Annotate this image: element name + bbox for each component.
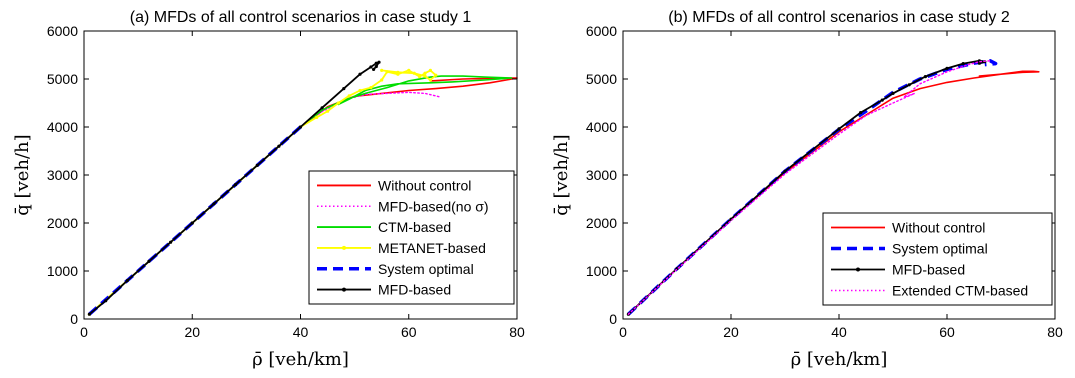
y-tick-label: 1000 bbox=[47, 263, 78, 279]
series-6-point bbox=[169, 240, 173, 244]
x-tick-label: 60 bbox=[401, 324, 417, 340]
x-axis-label: ρ̄ [veh/km] bbox=[791, 349, 888, 370]
series-6-point bbox=[255, 163, 259, 167]
y-tick-label: 1000 bbox=[586, 263, 617, 279]
series-4-point bbox=[423, 74, 427, 78]
legend-label-1: Without control bbox=[378, 177, 471, 193]
legend: Without control MFD-based(no σ) CTM-based M… bbox=[308, 170, 515, 305]
series-3-point bbox=[880, 98, 884, 102]
y-tick-label: 4000 bbox=[47, 119, 78, 135]
chart-title: (a) MFDs of all control scenarios in cas… bbox=[130, 9, 472, 26]
series-4-point bbox=[326, 109, 330, 113]
y-axis-label: q̄ [veh/h] bbox=[551, 134, 572, 215]
x-tick-label: 40 bbox=[831, 324, 847, 340]
series-6-point bbox=[104, 299, 108, 303]
series-3-point bbox=[783, 169, 787, 173]
x-tick-label: 80 bbox=[509, 324, 525, 340]
series-6-point bbox=[233, 183, 238, 187]
series-6-point bbox=[374, 61, 378, 65]
x-tick-label: 80 bbox=[1047, 324, 1063, 340]
series-line-3 bbox=[88, 75, 513, 315]
y-tick-label: 4000 bbox=[586, 119, 617, 135]
series-4-point bbox=[347, 94, 351, 98]
x-tick-label: 40 bbox=[293, 324, 309, 340]
series-3-point bbox=[923, 75, 928, 79]
series-4-point bbox=[423, 71, 427, 75]
x-tick-label: 20 bbox=[723, 324, 739, 340]
series-6-point bbox=[377, 60, 381, 64]
y-tick-label: 5000 bbox=[47, 71, 78, 87]
series-4-point bbox=[380, 68, 384, 72]
series-3-point bbox=[891, 91, 895, 95]
legend-label-2: System optimal bbox=[892, 241, 988, 257]
chart-panel-1: 0 20 40 60 80 0 1000 2000 3000 4000 5000 6000 (a) MF… bbox=[12, 9, 525, 370]
chart-title: (b) MFDs of all control scenarios in cas… bbox=[668, 9, 1010, 26]
y-tick-label: 0 bbox=[70, 311, 78, 327]
y-tick-label: 6000 bbox=[47, 23, 78, 39]
series-6-point bbox=[125, 279, 129, 283]
series-6-point bbox=[277, 144, 281, 148]
series-6-point bbox=[320, 106, 324, 110]
legend-box bbox=[308, 170, 515, 305]
x-tick-label: 0 bbox=[80, 324, 88, 340]
series-4-point bbox=[336, 101, 340, 105]
legend-label-3: MFD-based bbox=[892, 262, 965, 278]
series-6-point bbox=[212, 202, 216, 206]
series-3-point bbox=[837, 127, 841, 131]
series-6-point bbox=[369, 65, 373, 69]
series-4-point bbox=[412, 71, 416, 75]
series-4-point bbox=[396, 70, 400, 74]
x-tick-label: 60 bbox=[939, 324, 955, 340]
y-tick-label: 3000 bbox=[586, 167, 617, 183]
legend-label-4: Extended CTM-based bbox=[892, 283, 1028, 299]
y-tick-label: 2000 bbox=[47, 215, 78, 231]
series-6-point bbox=[190, 221, 194, 225]
series-4-point bbox=[369, 86, 373, 90]
series-4-point bbox=[428, 68, 432, 72]
series-3-point bbox=[961, 62, 965, 66]
legend-label-5: System optimal bbox=[378, 261, 474, 277]
series-4-point bbox=[407, 68, 411, 72]
series-line-4 bbox=[88, 69, 437, 316]
series-6-point bbox=[358, 72, 362, 76]
legend-marker-4 bbox=[342, 245, 346, 250]
series-6-point bbox=[342, 87, 346, 91]
series-line-4 bbox=[627, 60, 991, 315]
legend-marker-3 bbox=[856, 267, 860, 272]
series-4-point bbox=[428, 78, 432, 82]
series-3-point bbox=[977, 61, 982, 65]
series-4-point bbox=[380, 78, 384, 82]
legend-label-6: MFD-based bbox=[378, 282, 451, 298]
series-4-point bbox=[418, 75, 422, 79]
x-axis-label: ρ̄ [veh/km] bbox=[252, 349, 349, 370]
series-4-point bbox=[434, 73, 438, 77]
y-tick-label: 6000 bbox=[586, 23, 617, 39]
x-tick-label: 20 bbox=[184, 324, 200, 340]
chart-panel-2: 0 20 40 60 80 0 1000 2000 3000 4000 5000 6000 (b) MF… bbox=[551, 9, 1063, 370]
legend-label-1: Without control bbox=[892, 220, 985, 236]
series-3-point bbox=[945, 66, 949, 70]
series-6-point bbox=[147, 259, 151, 263]
y-axis-label: q̄ [veh/h] bbox=[12, 134, 33, 215]
legend: Without control System optimal MFD-based Ex… bbox=[822, 212, 1053, 306]
series-6-point bbox=[87, 312, 91, 316]
legend-label-4: METANET-based bbox=[378, 240, 486, 256]
series-4-point bbox=[358, 88, 362, 93]
series-6-point bbox=[298, 125, 303, 129]
y-tick-label: 3000 bbox=[47, 167, 78, 183]
y-tick-label: 0 bbox=[609, 311, 617, 327]
legend-label-3: CTM-based bbox=[378, 219, 451, 235]
series-4-point bbox=[385, 70, 389, 74]
series-6-point bbox=[372, 67, 376, 71]
y-tick-label: 5000 bbox=[586, 71, 617, 87]
legend-label-2: MFD-based(no σ) bbox=[378, 198, 489, 214]
series-6-point bbox=[374, 64, 378, 69]
legend-marker-6 bbox=[342, 287, 346, 292]
series-3-point bbox=[907, 83, 911, 87]
series-4-point bbox=[315, 115, 319, 119]
series-3-point bbox=[859, 111, 863, 115]
y-tick-label: 2000 bbox=[586, 215, 617, 231]
x-tick-label: 0 bbox=[619, 324, 627, 340]
